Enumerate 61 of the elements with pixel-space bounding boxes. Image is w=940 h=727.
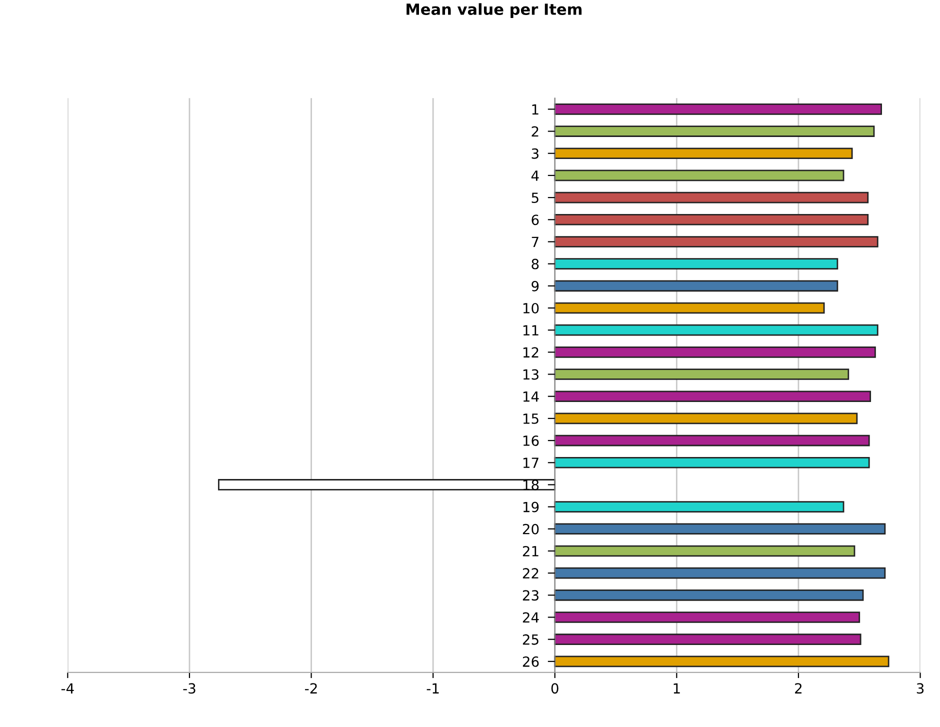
bar (554, 456, 870, 468)
y-tick-label: 21 (522, 546, 538, 556)
y-tick-label: 26 (522, 656, 539, 667)
y-tick-label: 24 (522, 612, 539, 623)
bar (554, 148, 853, 160)
x-tick-label: -1 (426, 683, 439, 694)
bar (554, 523, 886, 535)
bar (554, 280, 838, 292)
y-tick-label: 7 (532, 236, 538, 248)
x-tick-label: 1 (674, 683, 680, 694)
y-tick-label: 4 (531, 170, 539, 181)
y-tick-label: 18 (523, 480, 539, 490)
bar (554, 634, 862, 646)
bar (554, 126, 875, 137)
y-tick-label: 25 (522, 634, 538, 645)
bar (554, 390, 872, 402)
y-tick-label: 8 (532, 258, 539, 270)
x-tick-label: -4 (61, 683, 74, 694)
y-tick-label: 14 (523, 392, 539, 402)
bar (554, 434, 870, 446)
chart-title: Mean value per Item (406, 3, 582, 18)
bar (218, 479, 556, 490)
y-tick-label: 17 (523, 458, 538, 468)
bar (554, 501, 844, 512)
bar (554, 214, 869, 226)
bar (554, 589, 864, 601)
y-tick-label: 19 (523, 502, 539, 512)
y-tick-label: 5 (532, 192, 538, 204)
x-tick-label: -3 (183, 683, 196, 694)
y-tick-label: 16 (523, 436, 539, 446)
bar (554, 346, 876, 358)
bar (554, 656, 890, 668)
bar (554, 368, 850, 380)
y-tick-label: 22 (522, 568, 538, 578)
y-tick-label: 10 (523, 302, 539, 314)
x-tick-label: 3 (916, 683, 924, 694)
bar (554, 545, 856, 557)
y-tick-label: 11 (523, 325, 538, 336)
bar (554, 324, 878, 336)
x-tick-label: 2 (795, 683, 802, 694)
bar (554, 170, 844, 182)
bar (554, 567, 886, 579)
bar (554, 192, 869, 204)
y-tick-label: 3 (532, 148, 538, 159)
x-tick-label: 0 (551, 683, 558, 694)
y-tick-label: 9 (532, 280, 539, 292)
bar (554, 412, 858, 424)
y-tick-label: 6 (532, 214, 539, 226)
bar (554, 236, 878, 248)
y-tick-label: 23 (522, 590, 538, 601)
y-tick-label: 20 (522, 524, 539, 534)
x-tick-label: -2 (305, 683, 317, 694)
y-tick-label: 13 (523, 369, 538, 380)
y-tick-label: 15 (523, 414, 538, 424)
bar (554, 258, 838, 270)
bar (554, 104, 882, 115)
y-tick-label: 1 (532, 104, 538, 114)
y-tick-label: 2 (532, 126, 538, 137)
y-tick-label: 12 (523, 347, 538, 358)
bar (554, 612, 860, 623)
bar (554, 302, 825, 314)
